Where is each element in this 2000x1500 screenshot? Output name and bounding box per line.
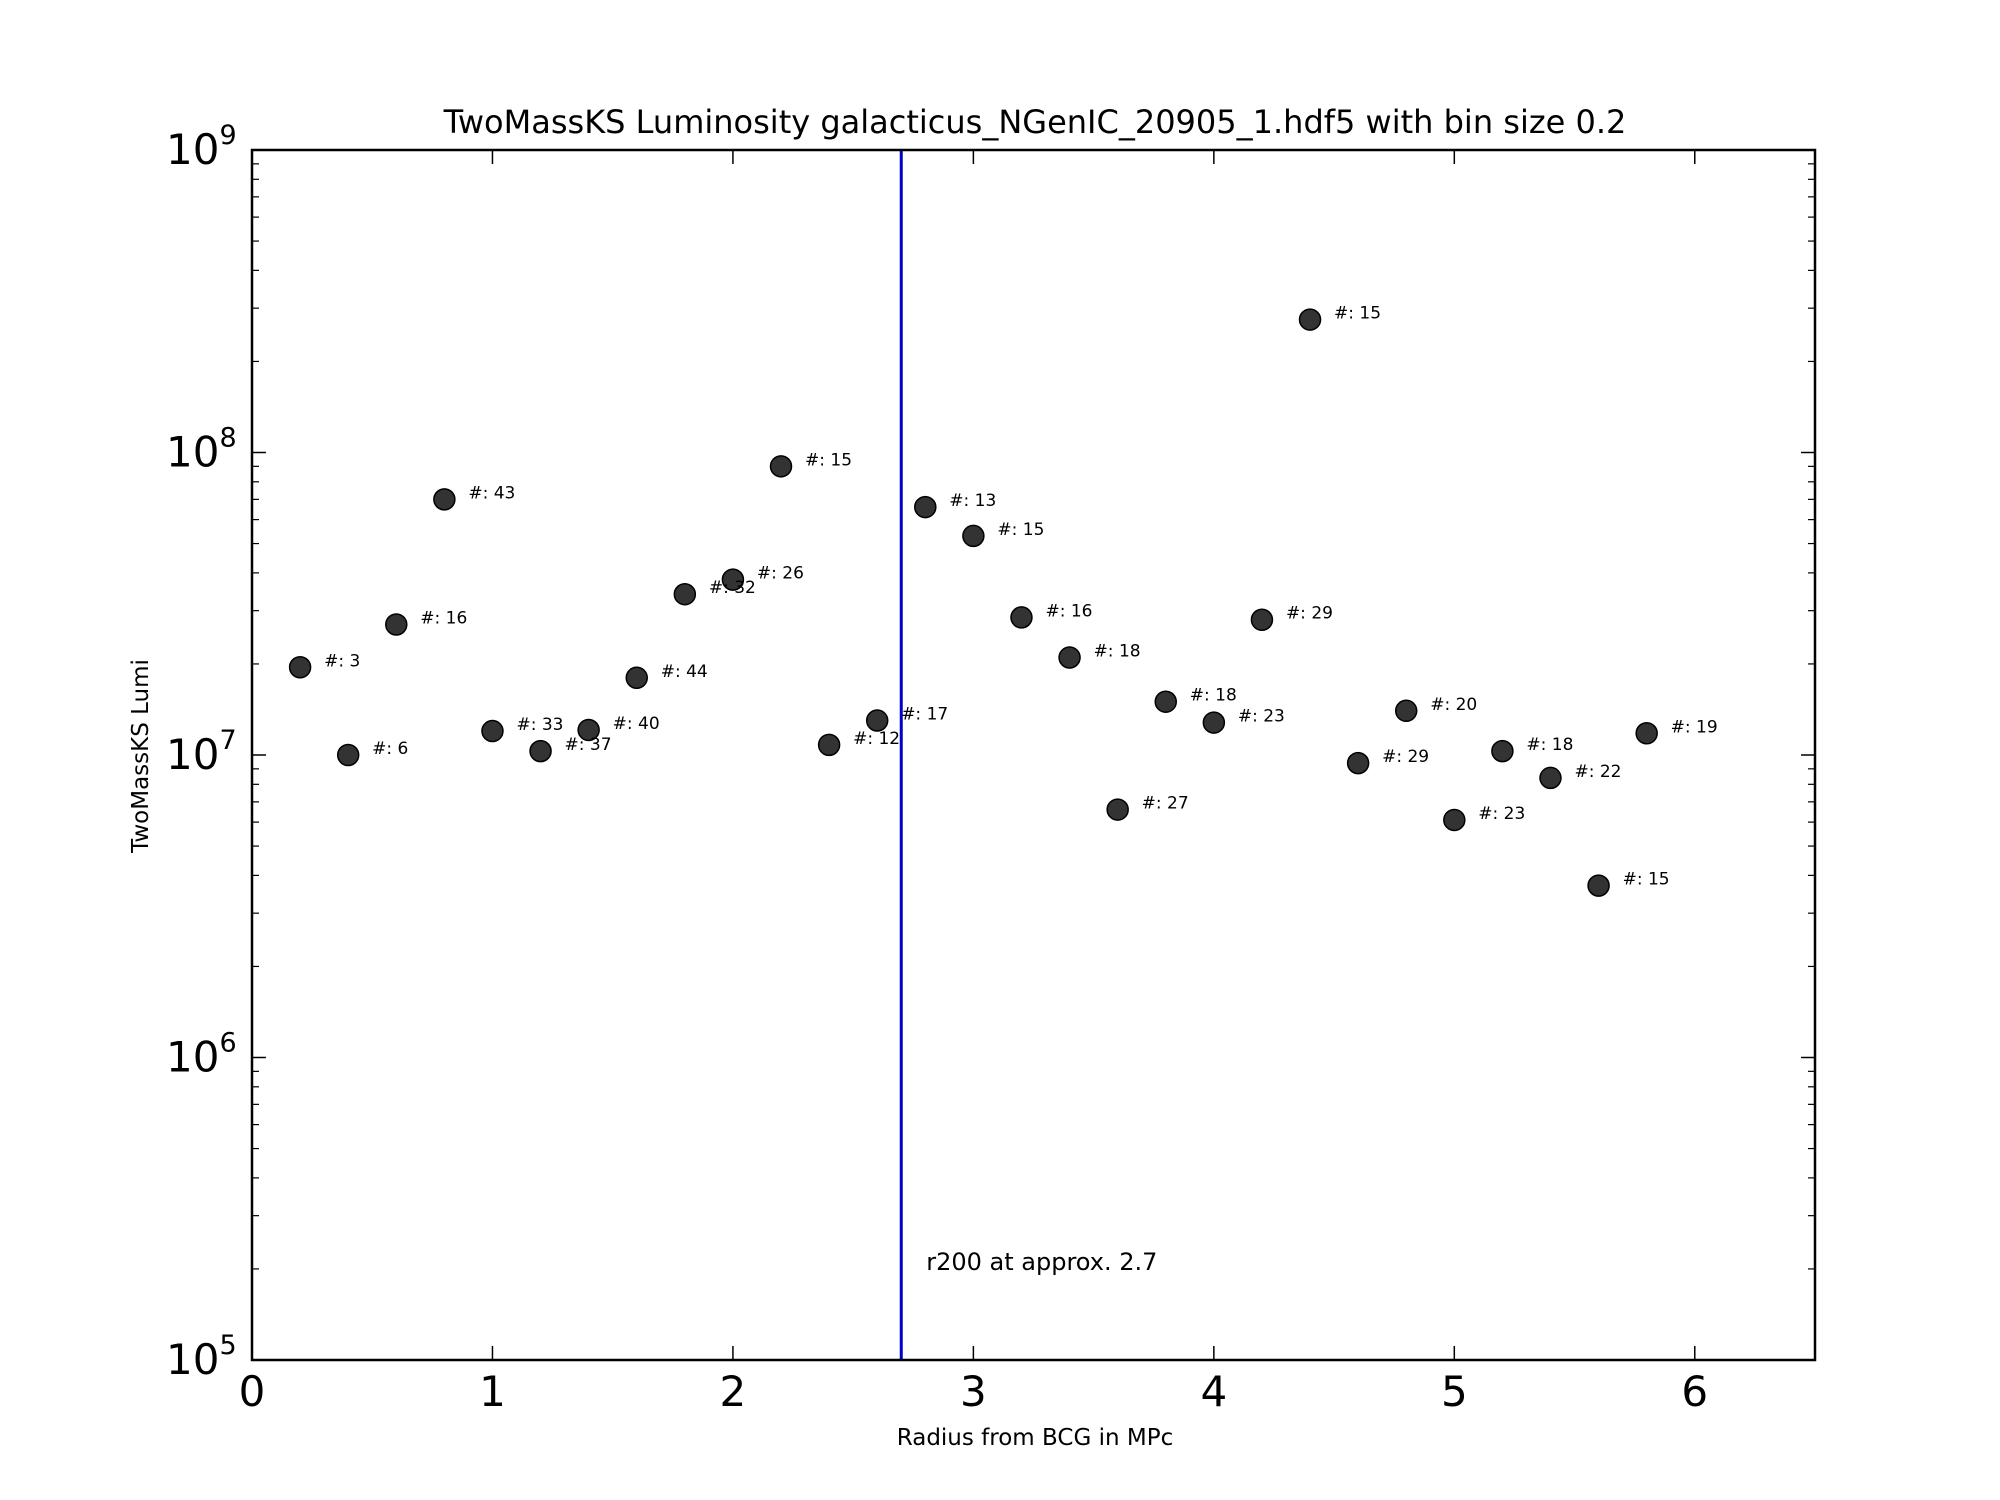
y-tick-label: 109 (166, 120, 237, 174)
data-point (1539, 766, 1562, 790)
data-point-label: #: 18 (1094, 642, 1141, 662)
data-point (577, 718, 600, 742)
data-point-label: #: 33 (516, 715, 563, 735)
data-point-label: #: 12 (853, 729, 900, 749)
data-point-label: #: 22 (1574, 762, 1621, 782)
data-point-labels: #: 3 #: 6 #: 16 #: 43 #: 33#: 37#: 40 #: 44 #:… (324, 304, 1718, 890)
data-point (865, 709, 889, 732)
data-point-label: #: 37 (565, 735, 612, 755)
data-point (1443, 808, 1466, 832)
data-point-label: #: 27 (1142, 794, 1189, 814)
axis-tick-labels: 0 1 2 3 4 5 6 105 106 107 108 109 (166, 120, 1708, 1416)
data-point-label: #: 23 (1478, 804, 1525, 824)
data-point (1346, 751, 1370, 775)
data-point (625, 666, 648, 690)
y-tick-label: 108 (166, 423, 237, 477)
data-point (1394, 699, 1418, 723)
axis-ticks (251, 149, 1815, 1361)
data-point (336, 743, 360, 767)
y-tick-label: 105 (166, 1330, 237, 1384)
y-tick-label: 106 (166, 1028, 237, 1082)
x-tick-label: 6 (1681, 1367, 1708, 1416)
data-point (288, 656, 312, 679)
x-tick-label: 2 (720, 1367, 747, 1416)
data-point-label: #: 29 (1286, 604, 1333, 624)
data-point (1202, 711, 1226, 734)
r200-label: r200 at approx. 2.7 (926, 1248, 1157, 1276)
x-tick-label: 1 (479, 1367, 506, 1416)
data-point (769, 455, 793, 478)
plot-frame (250, 148, 1817, 1362)
data-point-label: #: 43 (468, 483, 515, 503)
x-tick-label: 3 (960, 1367, 987, 1416)
data-point (1635, 722, 1658, 745)
x-tick-label: 4 (1200, 1367, 1227, 1416)
data-point (433, 488, 456, 511)
x-axis-label: Radius from BCG in MPc (897, 1425, 1173, 1451)
data-point (1106, 798, 1129, 821)
data-point-label: #: 15 (805, 450, 852, 470)
data-point (385, 613, 408, 636)
chart-title: TwoMassKS Luminosity galacticus_NGenIC_2… (443, 103, 1627, 141)
data-point-label: #: 20 (1430, 695, 1477, 715)
x-tick-label: 0 (239, 1367, 266, 1416)
data-point-label: #: 6 (372, 739, 408, 759)
r200-marker: r200 at approx. 2.7 (899, 150, 1157, 1360)
data-point (529, 739, 552, 763)
data-point (1298, 308, 1322, 331)
data-point (914, 495, 937, 519)
data-point (1491, 739, 1514, 763)
y-axis-label: TwoMassKS Lumi (128, 659, 154, 854)
data-point (673, 582, 697, 606)
data-point (721, 568, 745, 591)
data-point-label: #: 19 (1671, 717, 1718, 737)
data-point-label: #: 40 (613, 714, 660, 734)
data-point-label: #: 29 (1382, 747, 1429, 767)
data-point-label: #: 15 (997, 520, 1044, 540)
data-point-label: #: 3 (324, 651, 360, 671)
data-point-label: #: 23 (1238, 707, 1285, 727)
data-point (817, 733, 841, 757)
data-points (288, 308, 1658, 897)
data-point (481, 719, 504, 743)
data-point (1154, 690, 1178, 713)
data-point-label: #: 15 (1623, 870, 1670, 890)
data-point (1010, 606, 1033, 629)
data-point-label: #: 44 (661, 662, 708, 682)
data-point-label: #: 32 (709, 578, 756, 598)
data-point (1058, 646, 1081, 669)
data-point-label: #: 17 (901, 705, 948, 725)
data-point-label: #: 18 (1190, 686, 1237, 706)
data-point (1587, 874, 1610, 897)
data-point-label: #: 16 (1045, 601, 1092, 621)
data-point-label: #: 26 (757, 564, 804, 584)
x-tick-label: 5 (1441, 1367, 1468, 1416)
data-point-label: #: 18 (1526, 735, 1573, 755)
data-point-label: #: 13 (949, 491, 996, 511)
data-point-label: #: 16 (420, 609, 467, 629)
data-point (962, 524, 985, 548)
data-point (1250, 608, 1274, 631)
y-tick-label: 107 (166, 725, 237, 779)
data-point-label: #: 15 (1334, 304, 1381, 324)
